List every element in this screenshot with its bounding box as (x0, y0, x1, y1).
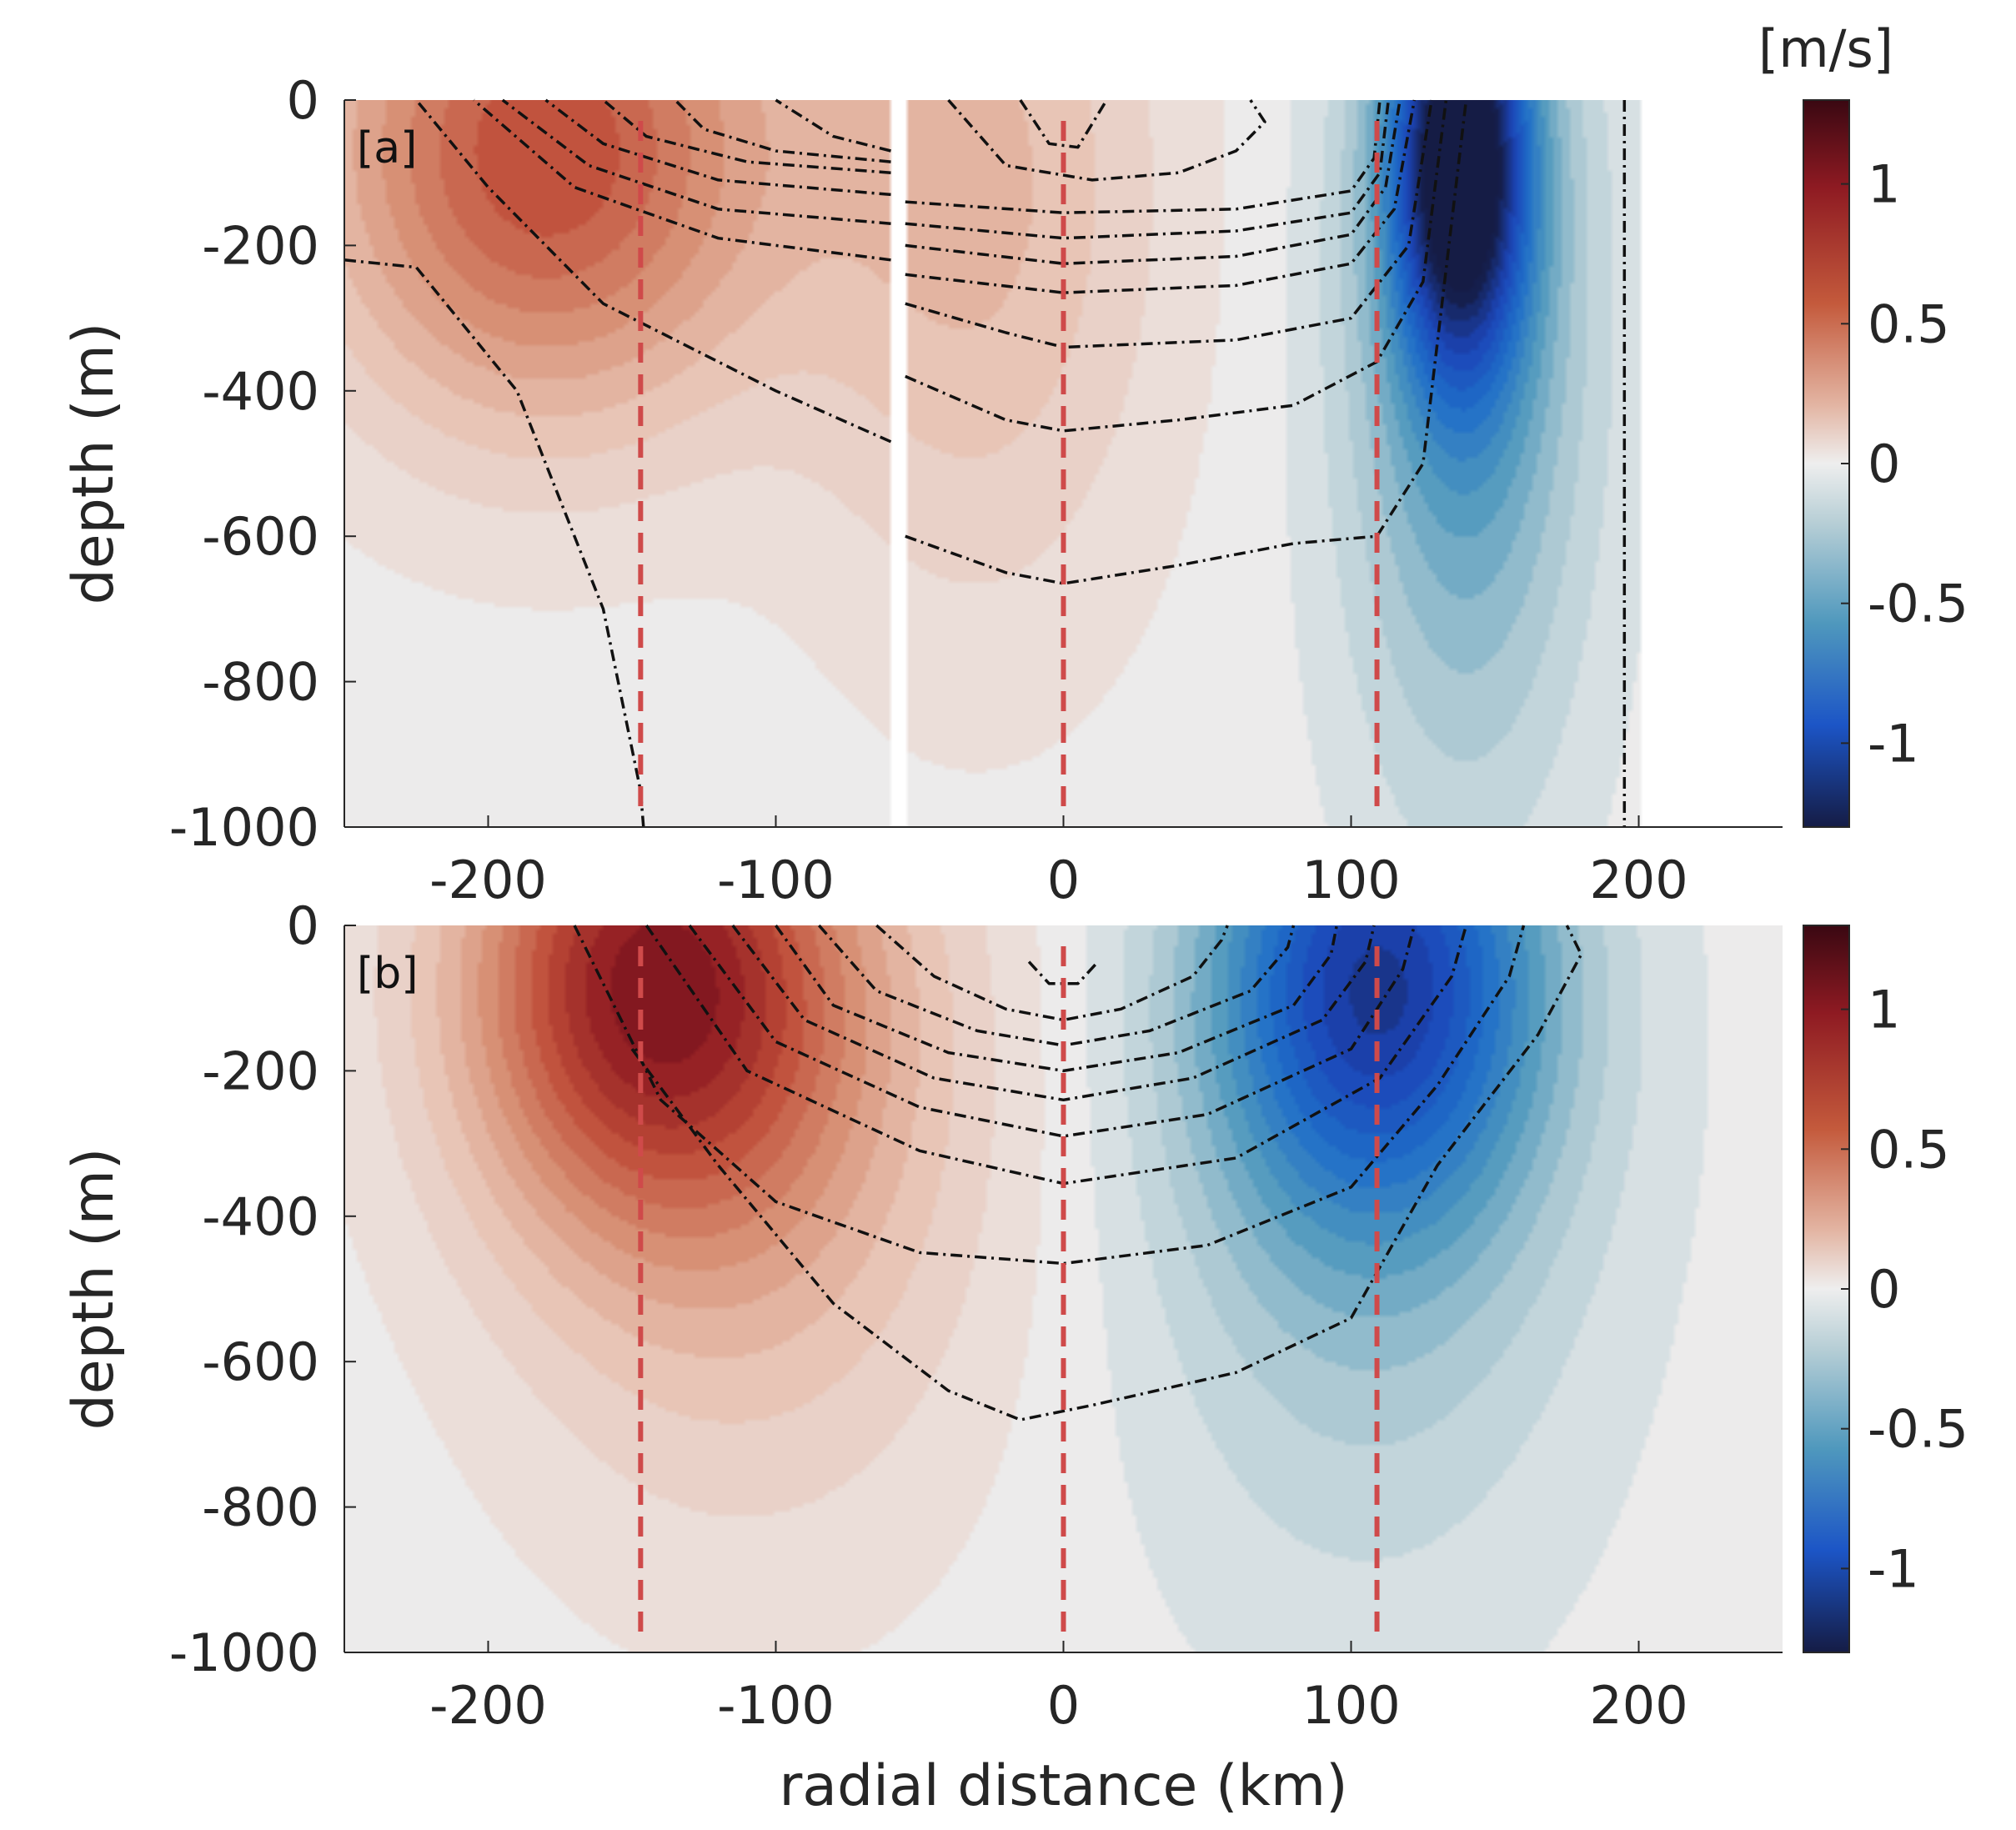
contour-line-7 (674, 98, 891, 163)
x-tick-label: 200 (1589, 850, 1688, 910)
colorbar-b: 1 0.5 0 -0.5 -1 (1803, 925, 1968, 1653)
y-tick-label: -800 (202, 1477, 319, 1538)
contour-line-10 (905, 99, 1448, 433)
contour-line-13 (905, 99, 1402, 265)
panel-b: -200 -100 0 100 2000-200-400-600-800-1000dep… (61, 895, 1783, 1736)
x-tick-label: 0 (1047, 1675, 1080, 1736)
x-tick-label: 200 (1589, 1675, 1688, 1736)
colorbar-tick-label: -1 (1868, 1538, 1919, 1599)
contour-line-2 (414, 98, 892, 444)
contour-line-8 (875, 924, 1229, 1022)
contour-line-8 (775, 98, 891, 153)
contour-line-4 (688, 924, 1417, 1138)
contour-line-9 (905, 99, 1468, 585)
y-tick-label: -400 (202, 1186, 319, 1247)
y-tick-label: -600 (202, 506, 319, 567)
contour-line-15 (905, 99, 1382, 214)
x-axis-label: radial distance (km) (779, 1753, 1347, 1819)
colorbar-tick-label: -0.5 (1868, 1399, 1968, 1460)
colorbar-a: 1 0.5 0 -0.5 -1 (1803, 99, 1968, 828)
x-tick-label: -100 (717, 1675, 835, 1736)
y-tick-label: 0 (287, 70, 319, 131)
x-tick-label: -100 (717, 850, 835, 910)
y-axis-label: depth (m) (61, 323, 127, 605)
contours (573, 924, 1583, 1421)
y-tick-label: -800 (202, 652, 319, 713)
contour-line-16 (947, 98, 1266, 182)
y-tick-label: -600 (202, 1331, 319, 1392)
x-tick-label: 100 (1301, 1675, 1400, 1736)
colorbar-tick-label: 0 (1868, 1259, 1900, 1320)
colorbar-units-label: [m/s] (1758, 18, 1893, 79)
contour-line-7 (817, 924, 1296, 1047)
velocity-field (344, 100, 1783, 827)
contour-line-2 (573, 925, 1526, 1266)
y-axis-label: depth (m) (61, 1148, 127, 1431)
x-tick-label: 100 (1301, 850, 1400, 910)
contour-line-11 (905, 99, 1433, 349)
panel-a: -200 -100 0 100 2000-200-400-600-800-1000dep… (61, 70, 1783, 910)
panel-label: [b] (357, 949, 419, 999)
velocity-field (344, 925, 1783, 1652)
colorbar-tick-label: 0.5 (1868, 293, 1950, 354)
panel-label: [a] (357, 123, 417, 173)
colorbar-tick-label: 0.5 (1868, 1119, 1950, 1180)
colorbar-tick-label: 1 (1868, 980, 1900, 1040)
contour-line-14 (905, 99, 1391, 240)
colorbar-tick-label: 0 (1868, 434, 1900, 494)
y-tick-label: -1000 (169, 797, 319, 858)
contour-line-4 (501, 98, 891, 225)
colorbar-tick-label: -0.5 (1868, 574, 1968, 634)
contour-line-17 (1019, 99, 1108, 149)
y-tick-label: -200 (202, 215, 319, 276)
x-tick-label: 0 (1047, 850, 1080, 910)
contour-line-6 (775, 924, 1339, 1073)
contour-line-5 (731, 924, 1376, 1102)
contour-line-3 (473, 98, 891, 262)
x-tick-label: -200 (429, 1675, 547, 1736)
colorbar-tick-label: -1 (1868, 713, 1919, 774)
y-tick-label: -200 (202, 1040, 319, 1101)
contours (344, 98, 1627, 828)
contour-line-12 (905, 99, 1417, 294)
y-tick-label: 0 (287, 895, 319, 956)
x-tick-label: -200 (429, 850, 547, 910)
colorbar-tick-label: 1 (1868, 154, 1900, 215)
contour-line-1 (630, 925, 1583, 1421)
y-tick-label: -400 (202, 361, 319, 422)
contour-line-9 (1027, 960, 1100, 985)
y-tick-label: -1000 (169, 1622, 319, 1683)
contour-line-6 (602, 98, 891, 174)
